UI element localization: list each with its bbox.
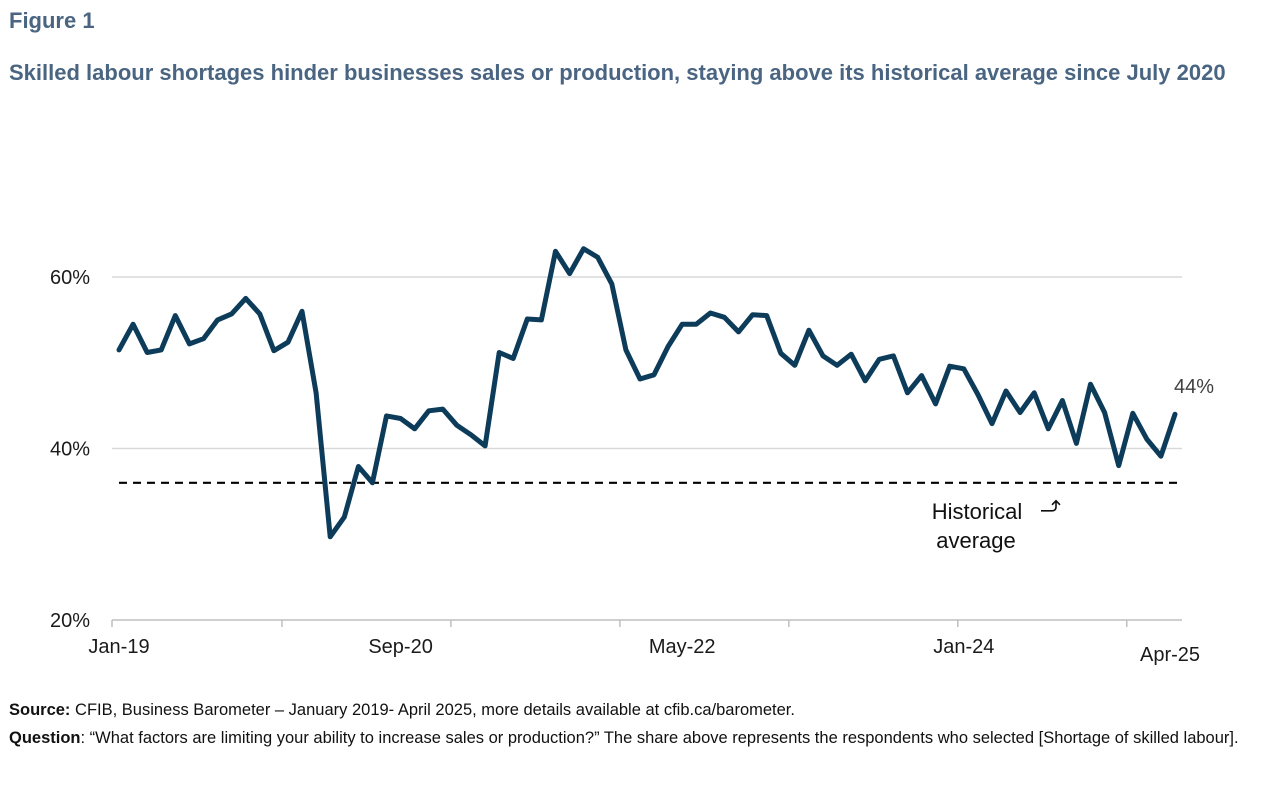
y-tick-label: 40% [50,439,90,461]
figure-title: Skilled labour shortages hinder business… [9,60,1226,85]
question-note: Question: “What factors are limiting you… [9,724,1249,752]
curved-arrow-icon [1041,499,1061,512]
line-chart: 20% 40% 60% Jan-19 Sep-20 May-22 Jan-24 Apr-25… [50,246,1214,666]
x-tick-label: Apr-25 [1140,644,1200,666]
source-note: Source: CFIB, Business Barometer – Janua… [9,696,1249,724]
y-axis-tick-labels: 20% 40% 60% [50,267,90,632]
figure-label: Figure 1 [9,8,95,33]
x-tick-label: Jan-24 [933,636,994,658]
figure-notes: Source: CFIB, Business Barometer – Janua… [9,696,1249,752]
y-tick-label: 60% [50,267,90,289]
series-line [116,246,1178,540]
historical-average-label-line2: average [936,528,1016,553]
x-tick-label: May-22 [649,636,716,658]
source-label: Source: [9,701,71,719]
x-tick-label: Jan-19 [88,636,149,658]
x-axis [111,619,1182,627]
historical-average-label-line1: Historical [932,499,1022,524]
x-axis-tick-labels: Jan-19 Sep-20 May-22 Jan-24 Apr-25 [88,636,1200,666]
x-tick-label: Sep-20 [368,636,433,658]
question-label: Question [9,729,81,747]
question-text: : “What factors are limiting your abilit… [80,729,1239,747]
source-text: CFIB, Business Barometer – January 2019-… [70,701,795,719]
last-value-label: 44% [1174,376,1214,398]
y-tick-label: 20% [50,610,90,632]
chart-gridlines [112,276,1182,450]
historical-average-annotation: Historical average [932,499,1061,553]
